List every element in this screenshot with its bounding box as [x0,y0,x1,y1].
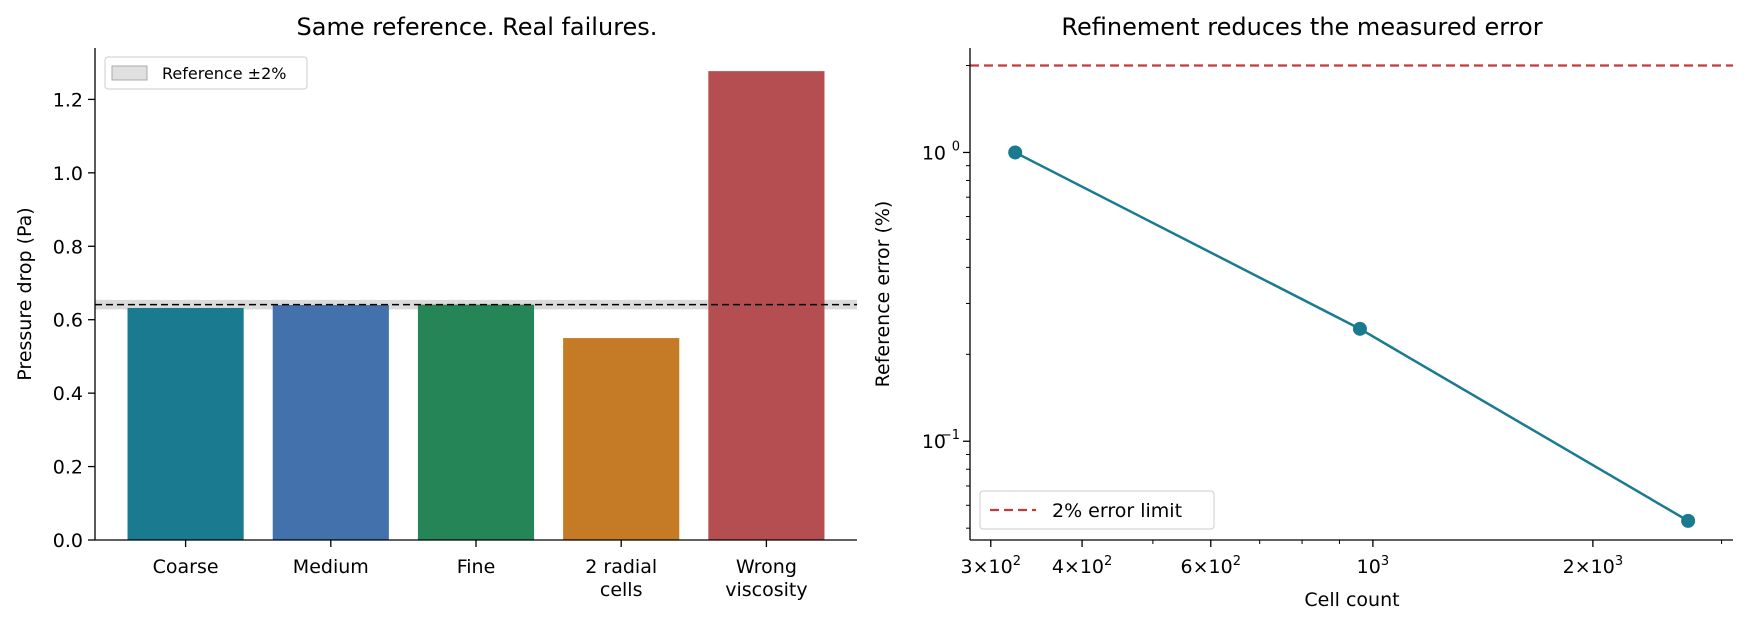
bars [127,71,825,540]
y-tick-label: 0.4 [53,383,83,405]
right-x-ticks: 3×102 4×102 6×102 103 2×103 [961,540,1723,578]
x-tick-label: 2 radial [585,556,657,578]
data-point [1681,513,1696,528]
x-tick-label: 3×102 [961,554,1021,578]
x-tick-label: cells [600,579,643,601]
error-series-points [1008,145,1696,528]
y-tick-exponent: −1 [941,428,960,443]
y-tick-label: 1.0 [53,163,83,185]
bar-chart-panel: Same reference. Real failures. 0.0 0.2 0.4… [14,13,857,601]
bar-1 [272,305,389,540]
reference-band-swatch [111,65,148,81]
left-legend-label: Reference ±2% [162,64,286,83]
y-tick-label: 0.6 [53,310,83,332]
right-y-axis-label: Reference error (%) [872,201,894,388]
bar-4 [708,71,825,540]
x-tick-label: Coarse [153,556,219,578]
error-series-line [1014,151,1689,522]
left-legend: Reference ±2% [104,56,308,90]
y-tick-label: 0.0 [53,530,83,552]
y-tick-label: 10 [922,431,946,453]
x-tick-label: Wrong [736,556,797,578]
y-tick-label: 0.2 [53,457,83,479]
left-y-ticks: 0.0 0.2 0.4 0.6 0.8 1.0 1.2 [53,89,95,552]
bar-2 [417,304,535,540]
x-tick-label: 103 [1357,554,1389,578]
x-tick-label: 6×102 [1181,554,1241,578]
right-x-axis-label: Cell count [1304,589,1399,611]
left-y-axis-label: Pressure drop (Pa) [14,207,36,380]
y-tick-exponent: 0 [952,139,960,154]
bar-0 [127,307,244,540]
x-tick-label: Fine [457,556,496,578]
x-tick-label: Medium [293,556,369,578]
x-tick-label: viscosity [725,579,807,601]
x-tick-label: 4×102 [1052,554,1112,578]
bar-3 [563,338,680,540]
left-legend-frame [104,56,308,90]
data-point [1352,321,1367,336]
y-tick-label: 1.2 [53,89,83,111]
right-legend-frame [979,490,1215,530]
right-legend: 2% error limit [979,490,1215,530]
x-tick-label: 2×103 [1563,554,1623,578]
right-legend-label: 2% error limit [1052,500,1182,522]
data-point [1008,145,1023,160]
right-y-ticks: 10 010−1 [922,65,970,529]
left-chart-title: Same reference. Real failures. [297,13,658,41]
y-tick-label: 0.8 [53,236,83,258]
y-tick-label: 10 [922,142,946,164]
right-chart-title: Refinement reduces the measured error [1061,13,1542,41]
line-chart-panel: Refinement reduces the measured error 10… [872,13,1733,611]
